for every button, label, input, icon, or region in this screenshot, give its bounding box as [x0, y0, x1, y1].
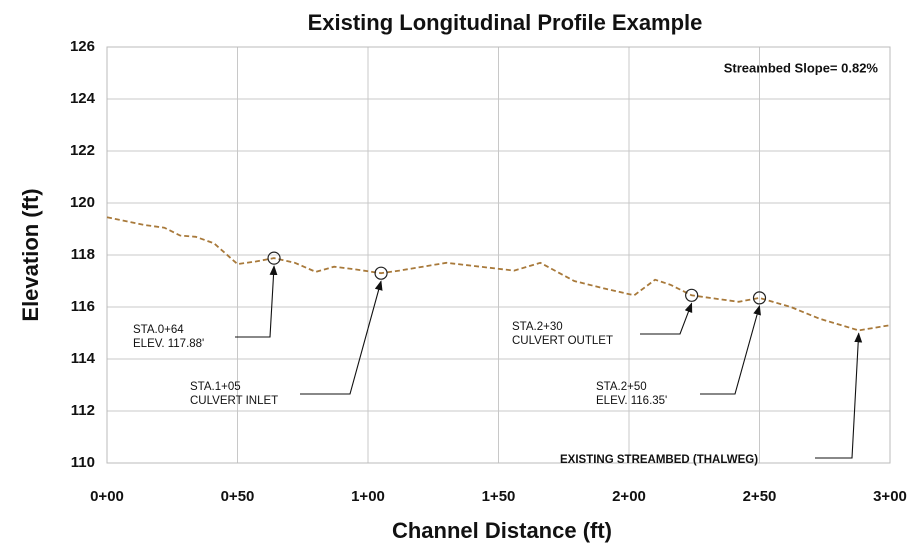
annotation-text: CULVERT INLET [190, 395, 278, 407]
station-marker [685, 288, 699, 302]
x-tick-label: 0+50 [221, 488, 255, 505]
station-marker [752, 291, 767, 305]
annotation-text: ELEV. 117.88' [133, 338, 204, 350]
y-axis-label: Elevation (ft) [18, 188, 43, 321]
x-axis-label: Channel Distance (ft) [392, 518, 612, 543]
annotation-text: STA.2+50 [596, 381, 647, 393]
annotation-text: STA.2+30 [512, 321, 563, 333]
y-tick-label: 118 [71, 246, 95, 263]
leader-arrow [235, 265, 278, 338]
annotation-text: EXISTING STREAMBED (THALWEG) [560, 454, 758, 466]
annotation-text: STA.1+05 [190, 381, 241, 393]
x-tick-label: 0+00 [90, 488, 124, 505]
x-tick-label: 3+00 [873, 488, 907, 505]
x-tick-label: 2+00 [612, 488, 646, 505]
slope-note: Streambed Slope= 0.82% [724, 60, 879, 75]
y-tick-label: 116 [71, 298, 95, 315]
x-tick-label: 1+00 [351, 488, 385, 505]
annotation-text: CULVERT OUTLET [512, 335, 613, 347]
station-marker [267, 251, 281, 265]
x-tick-label: 1+50 [482, 488, 516, 505]
y-tick-label: 110 [71, 454, 95, 471]
profile-line [106, 216, 891, 332]
leader-arrow [700, 304, 761, 395]
chart-title: Existing Longitudinal Profile Example [308, 10, 703, 35]
y-tick-label: 124 [70, 90, 96, 107]
y-tick-label: 114 [71, 350, 96, 367]
y-tick-label: 126 [70, 38, 95, 55]
leader-arrow [640, 302, 693, 335]
y-tick-label: 120 [70, 194, 95, 211]
x-tick-label: 2+50 [743, 488, 777, 505]
station-marker [374, 266, 388, 280]
leader-arrow [300, 280, 383, 395]
leader-arrow [815, 332, 863, 459]
annotation-text: ELEV. 116.35' [596, 395, 667, 407]
y-tick-label: 112 [71, 402, 95, 419]
plot-frame [106, 46, 891, 464]
y-tick-label: 122 [70, 142, 95, 159]
annotation-text: STA.0+64 [133, 324, 184, 336]
